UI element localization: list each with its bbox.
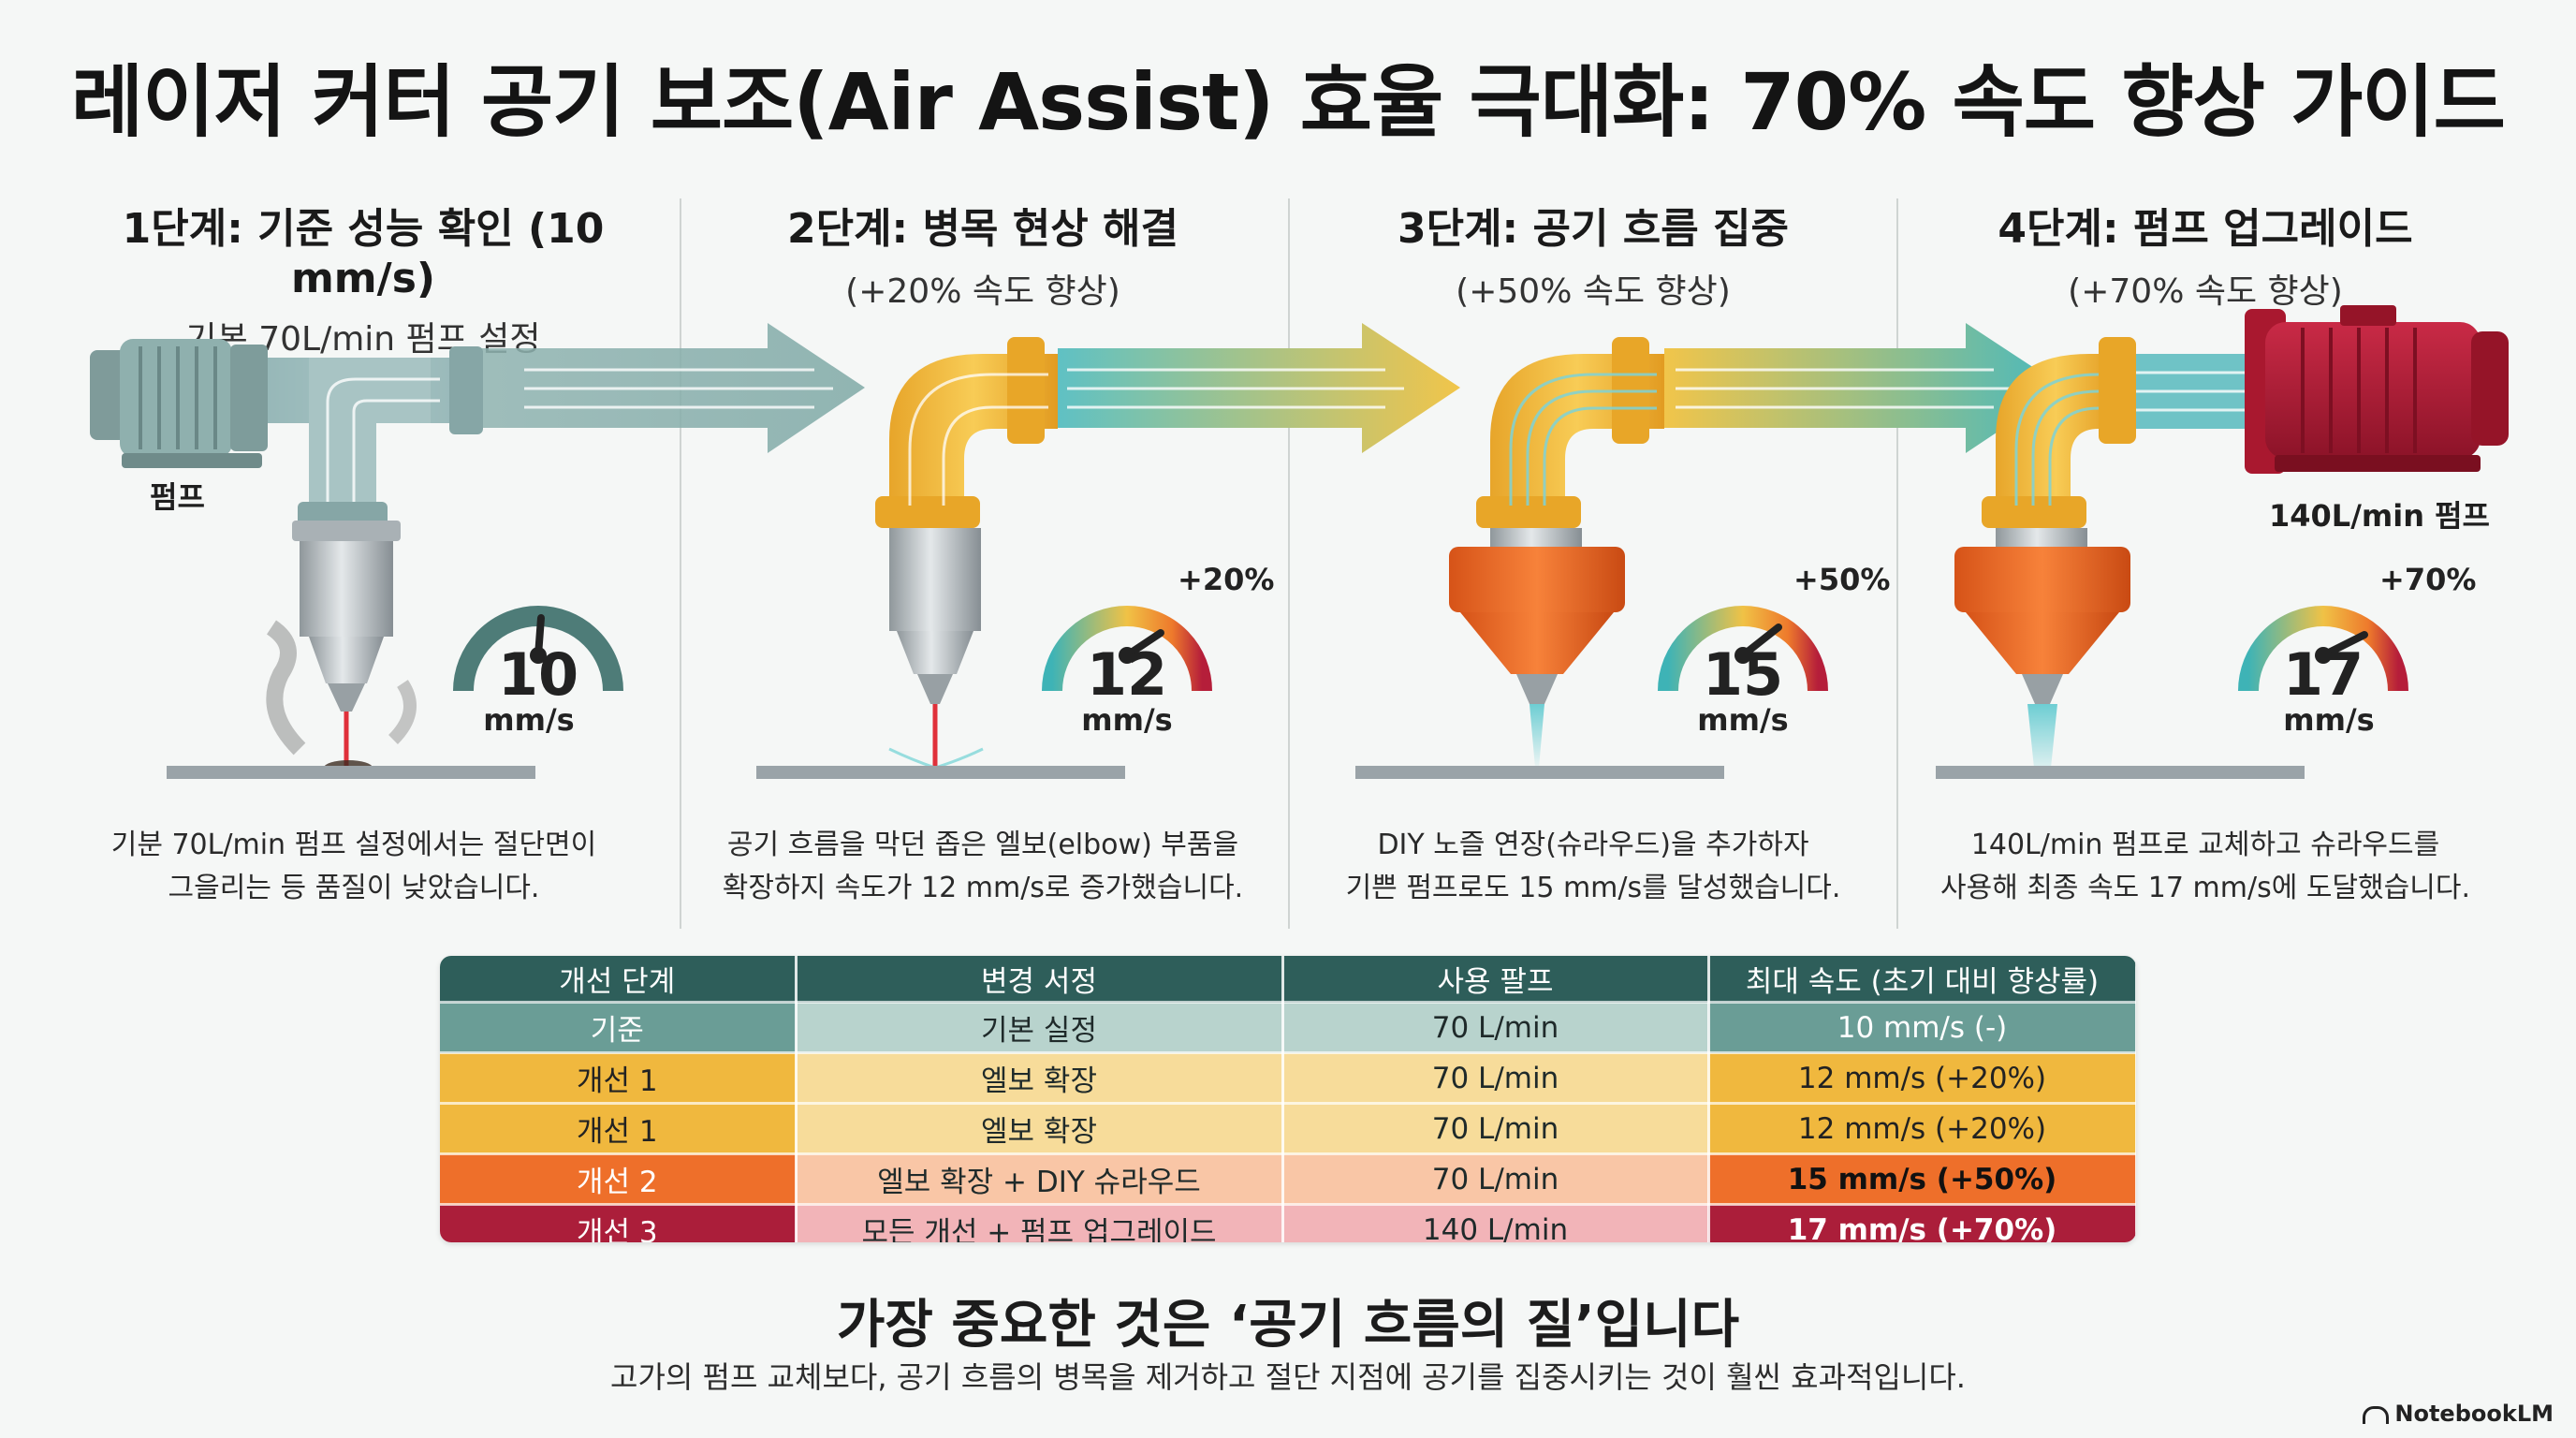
table-cell: 개선 1 bbox=[440, 1052, 798, 1105]
step-1-description: 기분 70L/min 펌프 설정에서는 절단면이 그을리는 등 품질이 낮았습니… bbox=[110, 829, 597, 904]
table-cell: 개선 1 bbox=[440, 1103, 798, 1155]
column-header: 변경 서정 bbox=[796, 956, 1284, 1004]
step-4-illustration bbox=[1936, 305, 2509, 779]
step-3-subtitle: (+50% 속도 향상) bbox=[1456, 272, 1731, 311]
pump-label-upgraded: 140L/min 펌프 bbox=[2269, 498, 2490, 534]
speed-value: 10 bbox=[497, 640, 579, 709]
table-cell: 10 mm/s (-) bbox=[1708, 1002, 2136, 1054]
step-3-title: 3단계: 공기 흐름 집중 bbox=[1397, 205, 1789, 253]
table-cell: 엘보 확장 bbox=[796, 1103, 1284, 1155]
pump-label: 펌프 bbox=[150, 479, 205, 515]
speed-gain-badge: +50% bbox=[1793, 562, 1891, 597]
speed-gain-badge: +20% bbox=[1178, 562, 1275, 597]
column-header: 개선 단계 bbox=[440, 956, 798, 1004]
speed-value: 12 bbox=[1086, 640, 1168, 709]
step-1-illustration bbox=[90, 323, 865, 779]
table-cell: 70 L/min bbox=[1282, 1052, 1710, 1105]
speed-unit: mm/s bbox=[1081, 702, 1173, 738]
step-4-title: 4단계: 펌프 업그레이드 bbox=[1998, 205, 2413, 253]
table-cell: 70 L/min bbox=[1282, 1153, 1710, 1206]
table-row: 개선 2 엘보 확장 + DIY 슈라우드 70 L/min 15 mm/s (… bbox=[440, 1153, 2136, 1206]
notebooklm-icon bbox=[2363, 1405, 2390, 1424]
pump-icon bbox=[2245, 305, 2509, 474]
speedometer-icon bbox=[1658, 606, 1828, 692]
page-title: 레이저 커터 공기 보조(Air Assist) 효율 극대화: 70% 속도 … bbox=[71, 56, 2506, 148]
speed-unit: mm/s bbox=[1697, 702, 1789, 738]
speed-value: 17 bbox=[2282, 640, 2364, 709]
step-2-illustration bbox=[756, 323, 1460, 779]
table-cell: 12 mm/s (+20%) bbox=[1708, 1103, 2136, 1155]
table-row: 개선 3 모든 개선 + 펌프 업그레이드 140 L/min 17 mm/s … bbox=[440, 1204, 2136, 1242]
step-4-subtitle: (+70% 속도 향상) bbox=[2068, 272, 2343, 311]
column-header: 최대 속도 (초기 대비 향상률) bbox=[1708, 956, 2136, 1004]
step-4-description: 140L/min 펌프로 교체하고 슈라우드를 사용해 최종 속도 17 mm/… bbox=[1940, 829, 2470, 904]
speed-unit: mm/s bbox=[2283, 702, 2375, 738]
table-cell: 17 mm/s (+70%) bbox=[1708, 1204, 2136, 1242]
table-cell: 12 mm/s (+20%) bbox=[1708, 1052, 2136, 1105]
column-divider bbox=[1896, 198, 1898, 929]
column-divider bbox=[680, 198, 681, 929]
table-cell: 모든 개선 + 펌프 업그레이드 bbox=[796, 1204, 1284, 1242]
table-row: 기준 기본 실정 70 L/min 10 mm/s (-) bbox=[440, 1002, 2136, 1054]
step-1-title: 1단계: 기준 성능 확인 (10 mm/s) bbox=[122, 205, 605, 302]
speed-unit: mm/s bbox=[483, 702, 575, 738]
speed-gain-badge: +70% bbox=[2379, 562, 2477, 597]
table-cell: 개선 3 bbox=[440, 1204, 798, 1242]
step-2-header: 2단계: 병목 현상 해결 (+20% 속도 향상) bbox=[674, 195, 1292, 313]
conclusion-title: 가장 중요한 것은 ‘공기 흐름의 질’입니다 bbox=[836, 1295, 1740, 1356]
column-header: 사용 팔프 bbox=[1282, 956, 1710, 1004]
table-row: 개선 1 엘보 확장 70 L/min 12 mm/s (+20%) bbox=[440, 1103, 2136, 1155]
column-divider bbox=[1288, 198, 1290, 929]
table-cell: 기준 bbox=[440, 1002, 798, 1054]
table-cell: 개선 2 bbox=[440, 1153, 798, 1206]
table-cell: 70 L/min bbox=[1282, 1103, 1710, 1155]
table-cell: 엘보 확장 + DIY 슈라우드 bbox=[796, 1153, 1284, 1206]
speed-value: 15 bbox=[1702, 640, 1784, 709]
step-2-description: 공기 흐름을 막던 좁은 엘보(elbow) 부품을 확장하지 속도가 12 m… bbox=[722, 829, 1244, 904]
step-3-illustration bbox=[1355, 323, 2064, 779]
step-2-title: 2단계: 병목 현상 해결 bbox=[786, 205, 1178, 253]
table-cell: 70 L/min bbox=[1282, 1002, 1710, 1054]
table-cell: 엘보 확장 bbox=[796, 1052, 1284, 1105]
comparison-table: 개선 단계 변경 서정 사용 팔프 최대 속도 (초기 대비 향상률) 기준 기… bbox=[440, 956, 2136, 1242]
conclusion-subtitle: 고가의 펌프 교체보다, 공기 흐름의 병목을 제거하고 절단 지점에 공기를 … bbox=[610, 1359, 1966, 1395]
pump-icon bbox=[90, 339, 268, 468]
table-row: 개선 1 엘보 확장 70 L/min 12 mm/s (+20%) bbox=[440, 1052, 2136, 1105]
step-3-description: DIY 노즐 연장(슈라우드)을 추가하자 기쁜 펌프로도 15 mm/s를 달… bbox=[1345, 829, 1841, 904]
table-header-row: 개선 단계 변경 서정 사용 팔프 최대 속도 (초기 대비 향상률) bbox=[440, 956, 2136, 1004]
brand-label: NotebookLM bbox=[2363, 1401, 2554, 1427]
table-cell: 140 L/min bbox=[1282, 1204, 1710, 1242]
speedometer-icon bbox=[1042, 606, 1212, 692]
speedometer-icon bbox=[2238, 606, 2408, 692]
table-cell: 15 mm/s (+50%) bbox=[1708, 1153, 2136, 1206]
step-4-header: 4단계: 펌프 업그레이드 (+70% 속도 향상) bbox=[1896, 195, 2514, 313]
step-2-subtitle: (+20% 속도 향상) bbox=[845, 272, 1120, 311]
step-3-header: 3단계: 공기 흐름 집중 (+50% 속도 향상) bbox=[1284, 195, 1902, 313]
table-cell: 기본 실정 bbox=[796, 1002, 1284, 1054]
